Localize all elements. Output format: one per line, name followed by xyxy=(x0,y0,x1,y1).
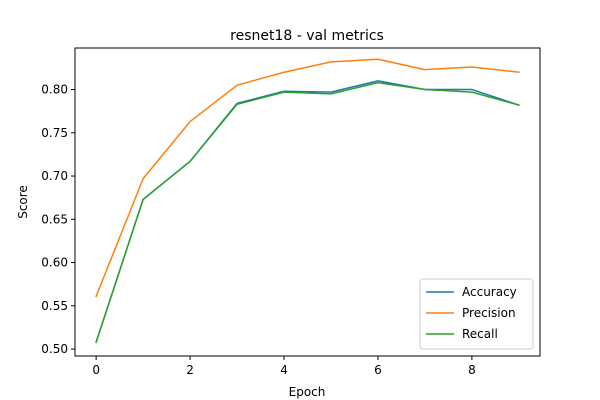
legend-label-precision: Precision xyxy=(462,306,516,320)
legend-label-accuracy: Accuracy xyxy=(462,285,517,299)
legend-label-recall: Recall xyxy=(462,327,498,341)
x-tick-label: 2 xyxy=(186,363,194,377)
x-tick-label: 6 xyxy=(374,363,382,377)
y-tick-label: 0.65 xyxy=(41,212,68,226)
x-tick-label: 8 xyxy=(468,363,476,377)
axes-frame xyxy=(74,47,541,357)
x-axis: 0 2 4 6 8 xyxy=(92,356,476,377)
y-tick-label: 0.75 xyxy=(41,126,68,140)
y-tick-label: 0.70 xyxy=(41,169,68,183)
y-tick-label: 0.60 xyxy=(41,256,68,270)
legend: Accuracy Precision Recall xyxy=(419,278,534,350)
plot-area xyxy=(95,58,520,344)
y-tick-label: 0.50 xyxy=(41,342,68,356)
y-axis-label: Score xyxy=(16,185,30,219)
y-axis: 0.50 0.55 0.60 0.65 0.70 0.75 0.80 xyxy=(41,83,75,356)
legend-box xyxy=(419,278,534,350)
y-tick-label: 0.55 xyxy=(41,299,68,313)
series-line-precision xyxy=(95,58,520,298)
x-tick-label: 4 xyxy=(280,363,288,377)
chart-title: resnet18 - val metrics xyxy=(230,28,384,44)
x-tick-label: 0 xyxy=(92,363,100,377)
x-axis-label: Epoch xyxy=(289,385,326,399)
y-tick-label: 0.80 xyxy=(41,83,68,97)
series-line-recall xyxy=(95,81,520,344)
